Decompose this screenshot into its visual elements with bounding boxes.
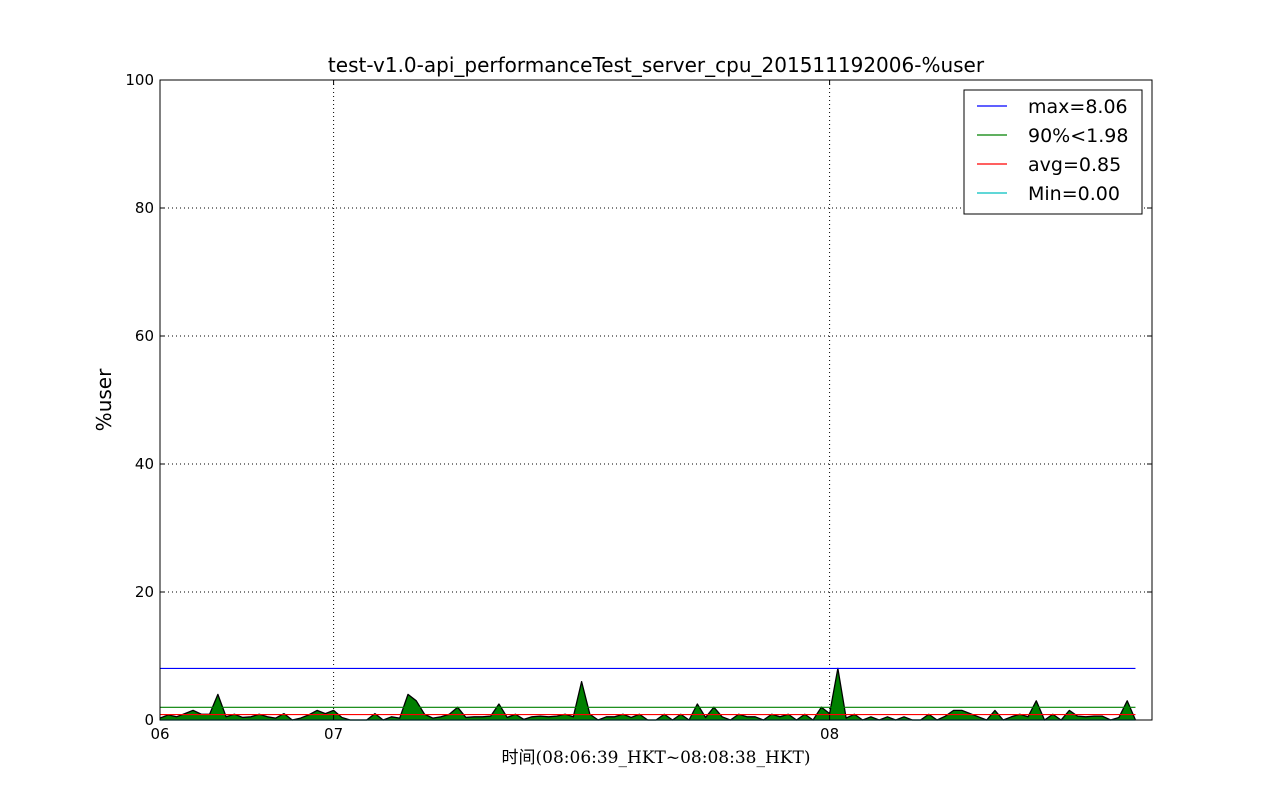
y-tick-label: 40 (135, 455, 154, 473)
chart-title: test-v1.0-api_performanceTest_server_cpu… (328, 53, 985, 77)
legend: max=8.06 90%<1.98 avg=0.85 Min=0.00 (963, 89, 1143, 215)
x-tick-label: 08 (820, 725, 839, 743)
reference-lines (160, 667, 1136, 721)
area-fill (160, 668, 1136, 720)
legend-entry-label: avg=0.85 (1028, 154, 1121, 176)
y-axis-label: %user (92, 368, 116, 431)
axis-ticks: 0 20 40 60 80 100 06 07 08 (125, 71, 1152, 743)
plot-area-frame (159, 79, 1153, 721)
legend-entry-label: max=8.06 (1028, 96, 1128, 118)
legend-entry-label: 90%<1.98 (1028, 125, 1128, 147)
grid-lines (160, 80, 1152, 720)
series-line (159, 667, 1137, 721)
y-tick-label: 100 (125, 71, 154, 89)
x-tick-label: 06 (150, 725, 169, 743)
area-series (159, 667, 1137, 721)
y-tick-label: 0 (144, 711, 154, 729)
legend-entry-label: Min=0.00 (1028, 183, 1120, 205)
x-tick-label: 07 (324, 725, 343, 743)
y-tick-label: 80 (135, 199, 154, 217)
y-tick-label: 20 (135, 583, 154, 601)
x-axis-label: 时间(08:06:39_HKT~08:08:38_HKT) (502, 748, 811, 768)
y-tick-label: 60 (135, 327, 154, 345)
